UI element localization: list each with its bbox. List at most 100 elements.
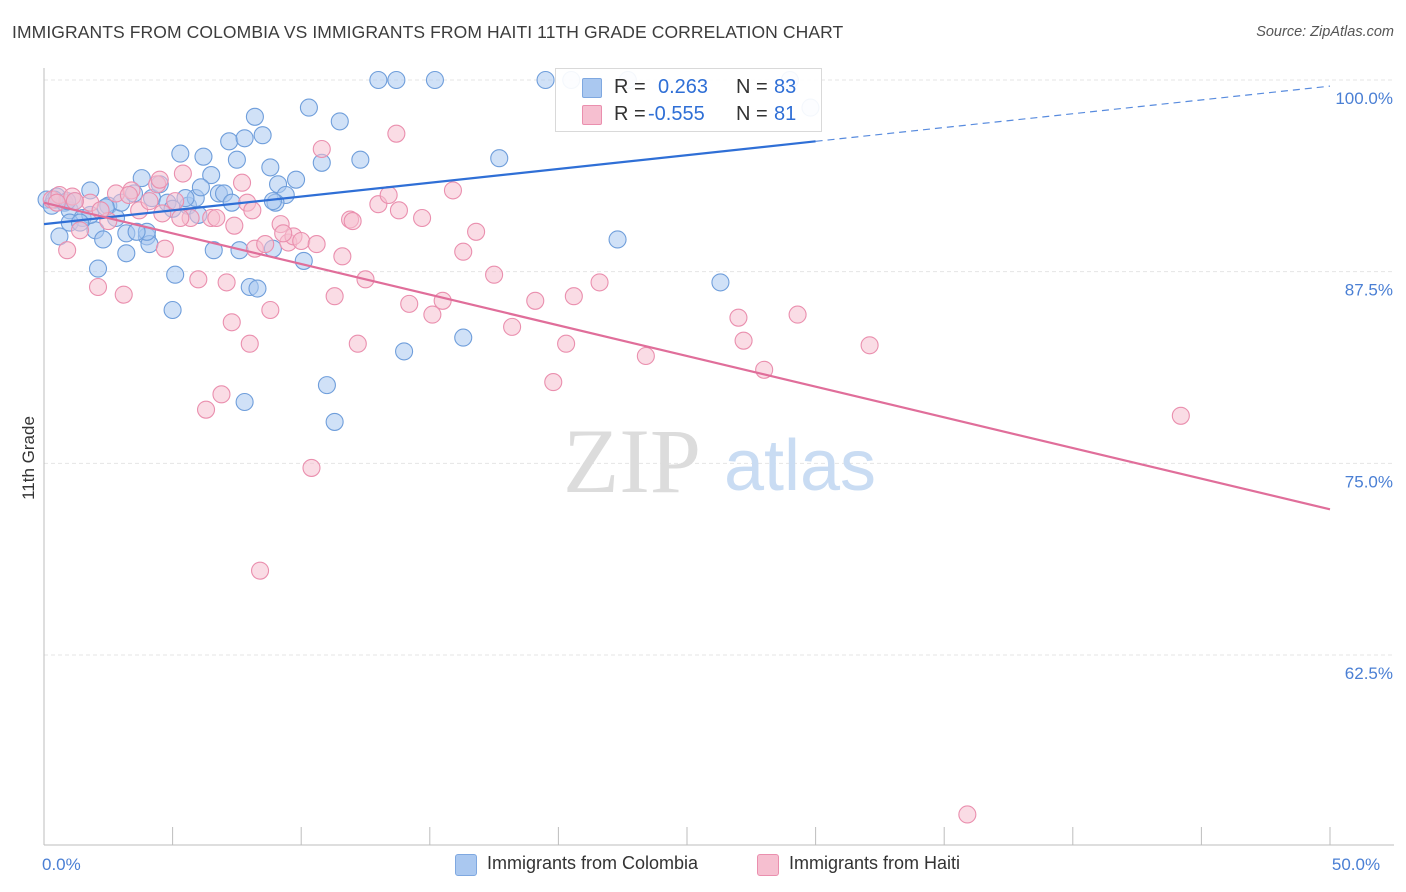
legend-r-value: -0.555 [648, 103, 705, 125]
point-colombia [191, 178, 210, 197]
point-colombia [202, 166, 221, 185]
point-haiti [302, 458, 321, 477]
point-colombia [117, 244, 136, 263]
point-colombia [287, 170, 306, 189]
point-haiti [557, 334, 576, 353]
legend-n-value: 83 [774, 76, 797, 98]
y-tick-label: 100.0% [1335, 89, 1393, 108]
point-haiti [88, 277, 108, 297]
legend-r-label: R = [614, 76, 646, 98]
grid-layer [44, 79, 1394, 656]
point-colombia [351, 150, 370, 169]
point-colombia [536, 70, 555, 90]
point-haiti [225, 216, 244, 235]
point-haiti [389, 201, 408, 220]
bottom-legend-swatch-colombia [455, 854, 477, 876]
point-haiti [240, 334, 259, 353]
point-colombia [235, 392, 254, 412]
point-colombia [171, 144, 190, 163]
point-haiti [274, 224, 293, 243]
y-tick-label: 75.0% [1345, 472, 1393, 491]
point-colombia [330, 112, 349, 131]
bottom-legend-label-haiti: Immigrants from Haiti [789, 853, 961, 873]
point-haiti [544, 373, 563, 392]
point-haiti [413, 208, 432, 228]
point-haiti [467, 222, 486, 241]
legend-r-value: 0.263 [658, 76, 709, 98]
point-haiti [860, 336, 879, 355]
point-haiti [58, 241, 77, 260]
chart-source: Source: ZipAtlas.com [1256, 24, 1394, 40]
point-haiti [155, 239, 174, 258]
point-haiti [734, 331, 753, 350]
legend-n-label: N = [736, 76, 768, 98]
points-layer [37, 70, 1190, 824]
point-haiti [348, 334, 367, 353]
point-haiti [292, 231, 311, 251]
point-haiti [526, 291, 545, 310]
legend: R = 0.263 N = 83 R = -0.555 N = 81 [555, 68, 822, 132]
y-axis-title: 11th Grade [19, 416, 38, 500]
point-colombia [50, 227, 69, 246]
point-haiti [196, 400, 216, 419]
point-haiti [333, 247, 352, 266]
watermark-atlas: atlas [724, 426, 876, 506]
point-haiti [250, 561, 270, 580]
point-colombia [204, 241, 223, 260]
legend-row-haiti: R = -0.555 N = 81 [556, 100, 821, 128]
point-haiti [65, 192, 84, 211]
point-haiti [423, 305, 442, 324]
legend-row-colombia: R = 0.263 N = 83 [556, 73, 821, 101]
point-haiti [47, 193, 66, 212]
point-haiti [788, 305, 807, 324]
point-colombia [317, 376, 336, 395]
point-haiti [222, 313, 241, 332]
bottom-legend: Immigrants from Colombia Immigrants from… [0, 852, 1406, 878]
trend-line-haiti [43, 201, 1331, 511]
trend-layer [43, 85, 1331, 511]
point-haiti [307, 235, 326, 254]
point-colombia [608, 230, 627, 249]
tick-labels: 62.5% 75.0% 87.5% 100.0% 0.0% 50.0% [42, 89, 1393, 874]
point-haiti [729, 308, 748, 327]
legend-r-label: R = [614, 103, 646, 125]
point-haiti [503, 317, 522, 336]
point-colombia [325, 412, 344, 431]
point-haiti [564, 287, 583, 306]
point-colombia [425, 70, 444, 90]
point-haiti [590, 273, 609, 292]
trend-line-colombia [43, 140, 816, 226]
point-colombia [245, 107, 264, 126]
legend-swatch-colombia [582, 78, 602, 98]
point-haiti [343, 212, 362, 231]
legend-swatch-haiti [582, 105, 602, 125]
bottom-legend-label-colombia: Immigrants from Colombia [487, 853, 699, 873]
legend-n-label: N = [736, 103, 768, 125]
point-colombia [395, 342, 414, 361]
point-haiti [243, 201, 262, 220]
point-haiti [207, 208, 226, 228]
point-colombia [220, 132, 239, 151]
point-colombia [94, 230, 113, 249]
watermark-zip: ZIP [563, 410, 701, 512]
point-haiti [114, 285, 133, 304]
point-haiti [150, 170, 169, 189]
point-colombia [253, 126, 272, 145]
trend-line-colombia-extension [815, 85, 1331, 142]
point-colombia [127, 222, 146, 241]
point-haiti [485, 265, 504, 284]
bottom-legend-swatch-haiti [757, 854, 779, 876]
point-haiti [217, 273, 236, 292]
point-haiti [433, 291, 452, 310]
point-haiti [140, 192, 159, 211]
point-haiti [232, 173, 252, 192]
x-tick-label: 50.0% [1332, 855, 1380, 874]
point-colombia [227, 150, 246, 169]
point-colombia [132, 169, 151, 188]
y-tick-label: 87.5% [1345, 281, 1393, 300]
point-colombia [248, 279, 267, 298]
point-colombia [711, 273, 730, 292]
point-colombia [299, 98, 318, 117]
watermark: ZIP atlas [563, 410, 876, 512]
point-haiti [636, 346, 655, 366]
